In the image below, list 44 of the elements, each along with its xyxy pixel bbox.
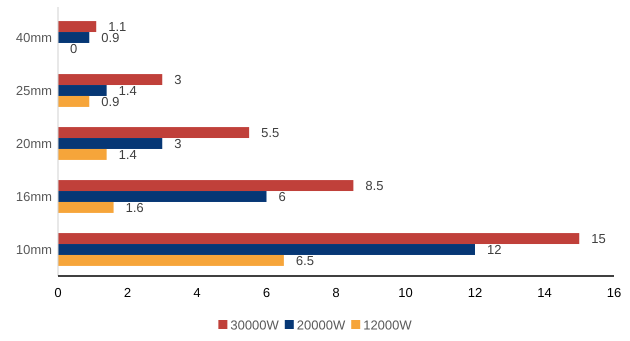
y-tick-label: 40mm <box>16 30 52 46</box>
data-label: 3 <box>174 136 182 152</box>
data-label: 1.6 <box>126 200 144 216</box>
bar <box>58 127 250 138</box>
x-tick-label: 14 <box>537 285 552 300</box>
data-label: 15 <box>591 231 606 246</box>
x-tick-label: 10 <box>398 285 413 300</box>
data-label: 8.5 <box>365 178 384 194</box>
data-label: 3 <box>174 72 182 88</box>
bar <box>58 21 96 32</box>
legend-label: 20000W <box>296 318 346 333</box>
bar <box>58 244 475 255</box>
bar <box>58 148 107 160</box>
bar <box>58 180 354 192</box>
y-tick-label: 20mm <box>16 136 52 152</box>
bar <box>58 96 90 107</box>
data-label: 6 <box>278 189 286 204</box>
bar <box>58 233 580 244</box>
x-tick-label: 6 <box>262 285 270 300</box>
data-label: 0.9 <box>101 94 120 110</box>
x-tick-label: 2 <box>124 285 132 300</box>
bar <box>58 74 162 86</box>
legend-label: 30000W <box>230 318 280 333</box>
data-label: 6.5 <box>296 253 314 268</box>
data-label: 0 <box>70 41 78 56</box>
data-label: 1.4 <box>118 83 137 98</box>
x-tick-label: 4 <box>193 285 201 300</box>
data-label: 5.5 <box>261 125 280 140</box>
data-label: 1.4 <box>118 147 137 162</box>
x-tick-label: 16 <box>606 285 622 300</box>
x-tick-label: 12 <box>468 285 482 300</box>
y-tick-label: 16mm <box>16 189 52 204</box>
data-label: 12 <box>487 242 502 258</box>
bar <box>58 32 90 43</box>
bar <box>58 254 284 266</box>
bar <box>58 191 266 202</box>
y-tick-label: 10mm <box>16 242 52 258</box>
legend-label: 12000W <box>363 318 412 333</box>
y-tick-label: 25mm <box>16 83 52 98</box>
bar <box>58 202 114 213</box>
bar <box>58 138 162 149</box>
x-tick-label: 0 <box>54 285 62 300</box>
x-tick-label: 8 <box>332 285 340 300</box>
bar <box>58 85 107 96</box>
